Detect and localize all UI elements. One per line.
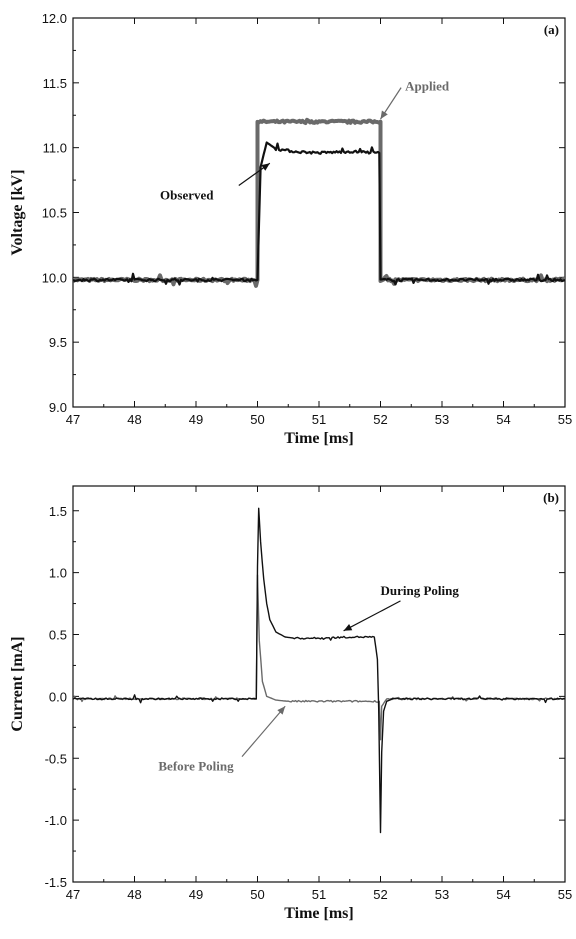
annotation-arrow-head [277, 706, 286, 715]
annotation-arrow-shaft [343, 600, 401, 632]
x-tick-label: 53 [435, 412, 449, 427]
y-tick-label: 9.5 [49, 335, 67, 350]
x-tick-label: 48 [127, 887, 141, 902]
x-tick-label: 55 [558, 887, 572, 902]
annotation-label: During Poling [381, 583, 460, 598]
y-axis-title: Voltage [kV] [9, 169, 26, 255]
annotation-label: Before Poling [158, 759, 234, 774]
panel-label: (a) [544, 22, 559, 37]
annotation-arrow-shaft [241, 705, 286, 758]
x-axis-title: Time [ms] [284, 905, 353, 922]
y-axis-title: Current [mA] [9, 636, 26, 731]
x-tick-label: 51 [312, 887, 326, 902]
y-tick-label: -1.5 [45, 875, 67, 890]
chart-panel-a: 47 48 49 50 51 52 53 54 55 9.0 9.5 10.0 10.5 11.0 11.5… [9, 11, 572, 447]
x-tick-label: 48 [127, 412, 141, 427]
y-tick-label: 9.0 [49, 400, 67, 415]
y-tick-label: 10.5 [42, 206, 67, 221]
chart-panel-b: 47 48 49 50 51 52 53 54 55 -1.5 -1.0 -0.5 0.0 0.5 1.0 1… [9, 485, 572, 922]
x-tick-label: 50 [250, 412, 264, 427]
x-tick-label: 50 [250, 887, 264, 902]
x-tick-label: 55 [558, 412, 572, 427]
x-tick-label: 49 [189, 887, 203, 902]
series-line-observed [73, 141, 565, 286]
plot-frame [72, 485, 566, 883]
y-tick-label: 0.0 [49, 689, 67, 704]
annotation-arrow-head [343, 624, 353, 631]
x-tick-label: 54 [496, 412, 510, 427]
series-line-during-poling [73, 507, 565, 834]
x-tick-label: 54 [496, 887, 510, 902]
plot-frame [72, 17, 566, 408]
y-tick-label: 1.0 [49, 566, 67, 581]
y-tick-label: 11.0 [43, 141, 67, 156]
y-tick-label: 0.5 [49, 628, 67, 643]
y-tick-label: 11.5 [43, 76, 67, 91]
x-tick-label: 51 [312, 412, 326, 427]
x-tick-label: 52 [373, 412, 387, 427]
x-tick-label: 53 [435, 887, 449, 902]
x-tick-label: 49 [189, 412, 203, 427]
annotation-label: Observed [160, 188, 214, 203]
y-tick-label: -0.5 [45, 751, 67, 766]
x-axis-title: Time [ms] [284, 430, 353, 447]
panel-label: (b) [543, 490, 559, 505]
x-tick-label: 52 [373, 887, 387, 902]
y-tick-label: 12.0 [42, 11, 67, 26]
annotation-arrow-head [380, 110, 388, 120]
series-line-applied [73, 117, 565, 288]
annotation-label: Applied [405, 79, 450, 94]
x-tick-label: 47 [66, 887, 80, 902]
y-tick-label: -1.0 [45, 813, 67, 828]
y-tick-label: 1.5 [49, 504, 67, 519]
x-tick-label: 47 [66, 412, 80, 427]
y-tick-label: 10.0 [42, 270, 67, 285]
series-line-before-poling [73, 574, 565, 741]
annotation-arrow-head [261, 163, 270, 171]
